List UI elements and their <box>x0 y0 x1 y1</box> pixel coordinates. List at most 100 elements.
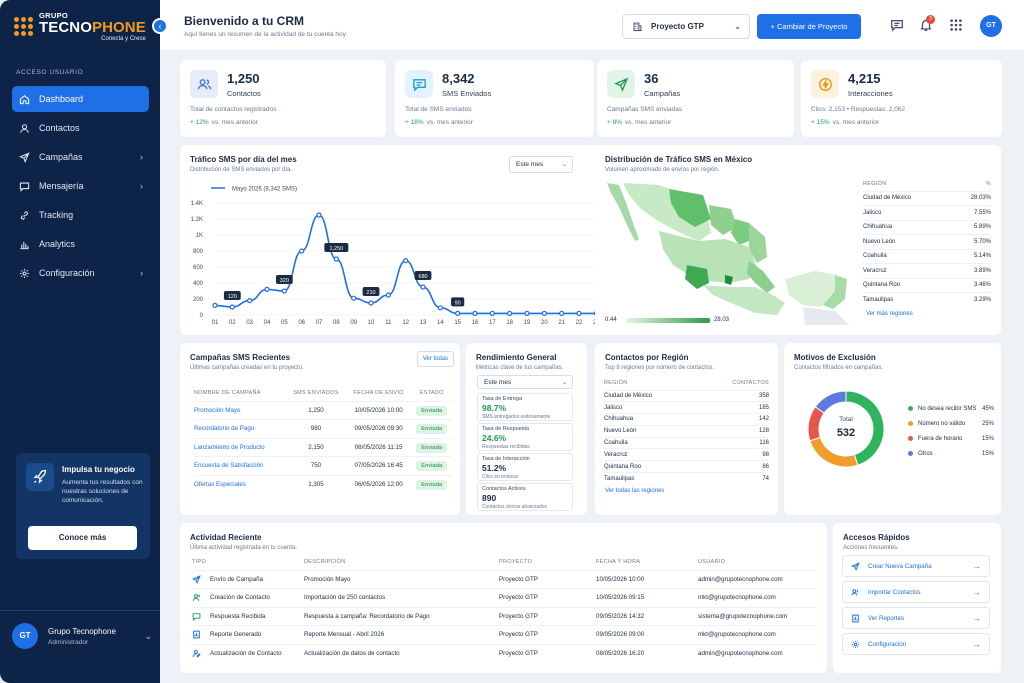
table-row[interactable]: Creación de Contacto Importación de 250 c… <box>192 588 817 608</box>
table-row[interactable]: Envío de Campaña Promoción Mayo Proyecto G… <box>192 570 817 589</box>
promo-button[interactable]: Conoce más <box>28 526 137 550</box>
quick-access-button[interactable]: Importar Contactos → <box>842 581 990 603</box>
table-row[interactable]: Jalisco 7.55% <box>863 205 991 221</box>
table-row[interactable]: Ofertas Especiales 1,305 06/05/2026 12:00 E… <box>194 475 452 494</box>
data-point[interactable] <box>576 310 582 316</box>
apps-grid-icon[interactable] <box>949 18 963 32</box>
data-point[interactable] <box>437 305 443 311</box>
data-point[interactable] <box>333 256 339 262</box>
table-row[interactable]: Respuesta Recibida Respuesta a campaña: R… <box>192 607 817 626</box>
map-region-chihuahua[interactable] <box>669 189 711 227</box>
data-point[interactable] <box>351 295 357 301</box>
table-row[interactable]: Encuesta de Satisfacción 750 07/05/2026 16… <box>194 456 452 476</box>
chat-icon[interactable] <box>890 18 904 32</box>
data-point[interactable] <box>247 298 253 304</box>
quick-access-button[interactable]: Configuración → <box>842 633 990 655</box>
region-name: Veracruz <box>604 451 628 458</box>
data-point[interactable] <box>559 310 565 316</box>
quick-access-button[interactable]: Crear Nueva Campaña → <box>842 555 990 577</box>
table-row[interactable]: Veracruz 98 <box>604 448 769 461</box>
map-region-jalisco[interactable] <box>685 265 709 289</box>
data-point[interactable] <box>489 310 495 316</box>
change-project-button[interactable]: + Cambiar de Proyecto <box>757 14 861 39</box>
see-all-regions-link[interactable]: Ver todas las regiones <box>605 488 665 494</box>
project-selector[interactable]: Proyecto GTP ⌄ <box>622 14 750 39</box>
data-point[interactable] <box>281 288 287 294</box>
collapse-sidebar-button[interactable]: ‹ <box>152 18 168 34</box>
campaign-name-link[interactable]: Recordatorio de Pago <box>194 425 255 433</box>
data-point[interactable] <box>472 310 478 316</box>
user-menu[interactable]: GT Grupo Tecnophone Administrador ⌄ <box>12 623 152 649</box>
header-avatar[interactable]: GT <box>980 15 1002 37</box>
map-region-yucatan[interactable] <box>785 271 837 307</box>
data-point[interactable] <box>316 212 322 218</box>
table-row[interactable]: Tamaulipas 3.29% <box>863 292 991 308</box>
campaign-name-link[interactable]: Promoción Mayo <box>194 406 241 414</box>
plus-icon: + <box>770 22 775 31</box>
table-row[interactable]: Coahuila 116 <box>604 437 769 449</box>
sidebar-item-tracking[interactable]: Tracking <box>12 202 149 228</box>
data-point[interactable] <box>541 310 547 316</box>
map-region-tamaulipas[interactable] <box>749 223 767 263</box>
table-row[interactable]: Nuevo León 5.70% <box>863 234 991 250</box>
table-row[interactable]: Tamaulipas 74 <box>604 472 769 485</box>
region-pct: 5.89% <box>973 224 991 231</box>
table-row[interactable]: Recordatorio de Pago 980 09/05/2026 09:30 E… <box>194 419 452 439</box>
table-row[interactable]: Coahuila 5.14% <box>863 249 991 264</box>
table-row[interactable]: Nuevo León 128 <box>604 425 769 437</box>
sidebar-item-contactos[interactable]: Contactos <box>12 115 149 141</box>
donut-slice[interactable] <box>809 436 859 468</box>
stat-trend-value: + 18% <box>405 119 424 126</box>
data-point[interactable] <box>385 292 391 298</box>
stat-trend: + 15% vs. mes anterior <box>811 119 879 126</box>
mexico-map[interactable] <box>599 175 861 325</box>
data-point[interactable] <box>420 284 426 290</box>
sidebar-item-mensajeria[interactable]: Mensajería › <box>12 173 149 199</box>
data-point[interactable] <box>455 310 461 316</box>
table-row[interactable]: Jalisco 185 <box>604 401 769 414</box>
table-row[interactable]: Chihuahua 5.89% <box>863 220 991 235</box>
view-all-campaigns-button[interactable]: Ver todas <box>417 351 454 367</box>
campaign-name-link[interactable]: Encuesta de Satisfacción <box>194 462 264 470</box>
map-region-south[interactable] <box>703 285 785 315</box>
data-point[interactable] <box>212 302 218 308</box>
table-row[interactable]: Quintana Roo 3.46% <box>863 278 991 293</box>
data-point[interactable] <box>229 304 235 310</box>
campaign-name-link[interactable]: Lanzamiento de Producto <box>194 443 265 451</box>
table-row[interactable]: Veracruz 3.89% <box>863 263 991 279</box>
map-region-center[interactable] <box>659 231 757 283</box>
table-row[interactable]: Actualización de Contacto Actualización d… <box>192 644 817 662</box>
map-region-quintana-roo[interactable] <box>823 275 847 309</box>
performance-period-select[interactable]: Este mes ⌄ <box>477 375 573 389</box>
table-row[interactable]: Reporte Generado Reporte Mensual - Abril … <box>192 625 817 645</box>
table-row[interactable]: Chihuahua 142 <box>604 413 769 426</box>
map-region-nuevo-leon[interactable] <box>731 219 749 245</box>
data-point[interactable] <box>368 300 374 306</box>
table-row[interactable]: Quintana Roo 86 <box>604 460 769 473</box>
data-point[interactable] <box>524 310 530 316</box>
sidebar-item-campanas[interactable]: Campañas › <box>12 144 149 170</box>
sidebar-item-configuracion[interactable]: Configuración › <box>12 260 149 286</box>
see-more-regions-link[interactable]: Ver más regiones <box>866 311 913 317</box>
table-row[interactable]: Ciudad de México 358 <box>604 390 769 402</box>
data-point[interactable] <box>264 286 270 292</box>
map-region-coahuila[interactable] <box>709 205 737 235</box>
campaign-name-link[interactable]: Ofertas Especiales <box>194 481 246 488</box>
quick-access-button[interactable]: Ver Reportes → <box>842 607 990 629</box>
traffic-period-select[interactable]: Este mes ⌄ <box>509 156 573 173</box>
sidebar-item-analytics[interactable]: Analytics <box>12 231 149 257</box>
table-row[interactable]: Promoción Mayo 1,250 10/05/2026 10:00 Envia… <box>194 401 452 420</box>
map-region-veracruz[interactable] <box>747 261 775 293</box>
data-point[interactable] <box>507 310 513 316</box>
data-point[interactable] <box>299 248 305 254</box>
data-point[interactable] <box>403 257 409 264</box>
map-region-cdmx[interactable] <box>725 275 733 285</box>
legend-label: Número no válido <box>918 420 966 427</box>
donut-slice[interactable] <box>814 390 847 414</box>
sidebar-item-dashboard[interactable]: Dashboard <box>12 86 149 112</box>
sms-sent: 1,250 <box>308 406 324 414</box>
map-region-baja[interactable] <box>607 183 639 241</box>
table-row[interactable]: Lanzamiento de Producto 2,150 08/05/2026 1… <box>194 438 452 457</box>
brand-logo[interactable]: GRUPO TECNOPHONE Conecta y Crece <box>14 12 146 42</box>
table-row[interactable]: Ciudad de México 28.03% <box>863 191 991 206</box>
